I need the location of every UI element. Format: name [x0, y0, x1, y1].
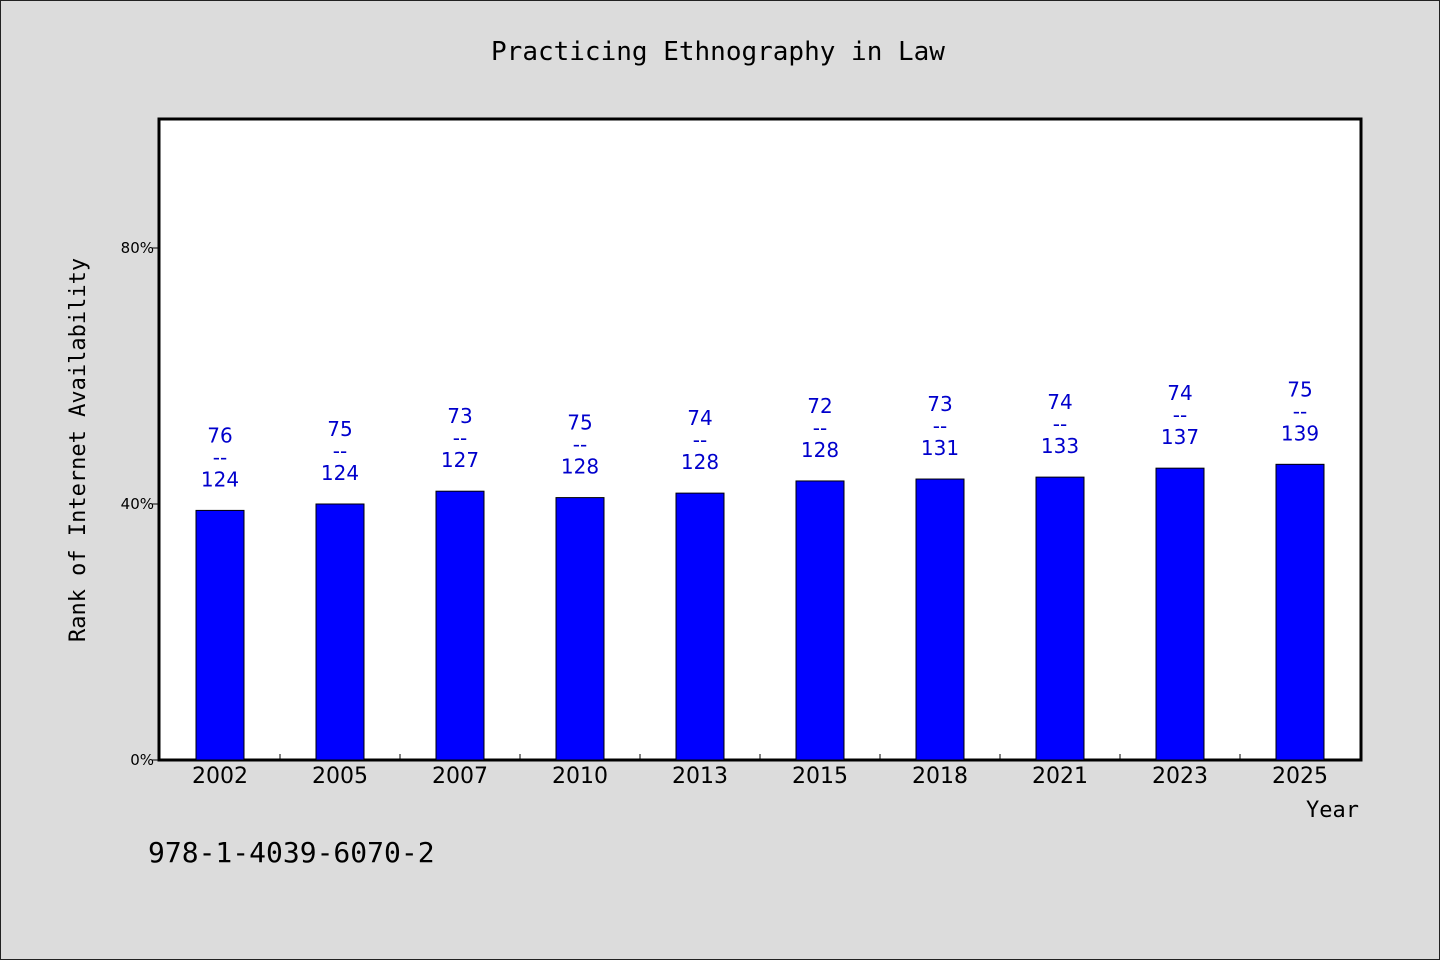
x-tick-label: 2021 [1032, 764, 1088, 789]
bar [915, 478, 965, 761]
x-axis-label: Year [1306, 798, 1359, 823]
data-label: 74 --128 [681, 406, 719, 474]
data-label: 76 --124 [201, 423, 239, 491]
data-label: 75 --139 [1281, 377, 1319, 445]
bar [1035, 476, 1085, 761]
y-tick-label: 80% [121, 239, 154, 257]
bar [555, 497, 605, 761]
bars-group [195, 463, 1325, 761]
data-label: 75 --124 [321, 417, 359, 485]
x-tick-label: 2013 [672, 764, 728, 789]
x-tick-label: 2025 [1272, 764, 1328, 789]
x-axis-ticks: 2002 2005 2007 2010 2013 2015 2018 2021 2023 2025 [192, 754, 1328, 789]
bar [315, 503, 365, 761]
data-label: 75 --128 [561, 411, 599, 479]
x-tick-label: 2023 [1152, 764, 1208, 789]
bar [195, 509, 245, 761]
data-label: 73 --127 [441, 404, 479, 472]
x-tick-label: 2002 [192, 764, 248, 789]
data-labels-group: 76 --124 75 --124 73 --127 75 --128 74 --128 72 --1… [201, 377, 1319, 491]
x-tick-label: 2010 [552, 764, 608, 789]
y-tick-label: 40% [121, 495, 154, 513]
data-label: 74 --133 [1041, 390, 1079, 458]
y-axis-label: Rank of Internet Availability [66, 258, 91, 642]
y-axis-ticks: 0% 40% 80% [121, 239, 160, 769]
bar [435, 490, 485, 761]
data-label: 72 --128 [801, 394, 839, 462]
data-label: 74 --137 [1161, 381, 1199, 449]
bar [675, 492, 725, 761]
data-label: 73 --131 [921, 392, 959, 460]
x-tick-label: 2015 [792, 764, 848, 789]
x-tick-label: 2005 [312, 764, 368, 789]
x-tick-label: 2018 [912, 764, 968, 789]
isbn-text: 978-1-4039-6070-2 [148, 836, 435, 869]
y-tick-label: 0% [130, 751, 154, 769]
bar [1275, 463, 1325, 761]
bar [795, 480, 845, 761]
x-tick-label: 2007 [432, 764, 488, 789]
bar [1155, 467, 1205, 761]
chart-title: Practicing Ethnography in Law [491, 37, 945, 67]
